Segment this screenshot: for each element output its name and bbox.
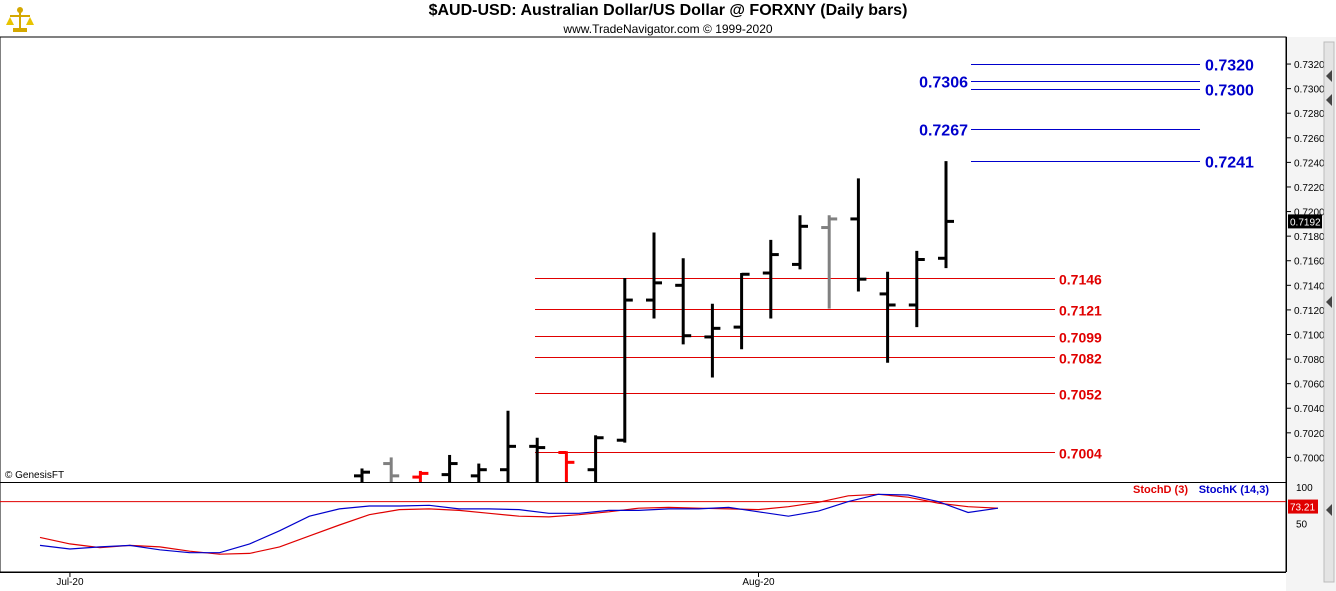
arrow-up-icon: [1326, 296, 1332, 308]
support-label: 0.7052: [1059, 387, 1102, 403]
price-tick-label: 0.7140: [1294, 281, 1325, 292]
ohlc-bar: [616, 277, 633, 443]
resistance-label: 0.7320: [1205, 58, 1254, 75]
ohlc-bar: [733, 272, 750, 350]
x-tick-label: Aug-20: [742, 577, 775, 588]
x-tick-label: Jul-20: [56, 577, 84, 588]
stoch-value-label: 73.21: [1290, 503, 1315, 514]
ohlc-bar: [529, 437, 546, 482]
title-bar: $AUD-USD: Australian Dollar/US Dollar @ …: [0, 0, 1336, 37]
price-tick-label: 0.7100: [1294, 330, 1325, 341]
price-tick-label: 0.7180: [1294, 232, 1325, 243]
stoch-tick-label: 50: [1296, 520, 1308, 531]
price-tick-label: 0.7060: [1294, 380, 1325, 391]
price-tick-label: 0.7080: [1294, 355, 1325, 366]
resistance-label: 0.7241: [1205, 155, 1254, 172]
price-tick-label: 0.7300: [1294, 85, 1325, 96]
arrow-up-icon: [1326, 70, 1332, 82]
ohlc-bar: [354, 468, 370, 482]
stoch-legend: StochD (3): [1133, 484, 1188, 496]
ohlc-bar: [850, 178, 867, 292]
arrow-down-icon: [1326, 94, 1332, 106]
copyright-label: © GenesisFT: [5, 470, 64, 481]
support-label: 0.7082: [1059, 351, 1102, 367]
ohlc-bar: [792, 215, 808, 270]
price-tick-label: 0.7040: [1294, 404, 1325, 415]
price-tick-label: 0.7240: [1294, 158, 1325, 169]
ohlc-bar: [383, 457, 400, 482]
support-label: 0.7121: [1059, 303, 1102, 319]
ohlc-bar: [879, 271, 896, 363]
support-label: 0.7099: [1059, 330, 1102, 346]
ohlc-bar: [558, 450, 575, 482]
price-tick-label: 0.7320: [1294, 60, 1325, 71]
stoch-tick-label: 100: [1296, 483, 1313, 494]
chart-title: $AUD-USD: Australian Dollar/US Dollar @ …: [428, 2, 908, 19]
ohlc-bar: [908, 250, 925, 328]
last-price-label: 0.7192: [1290, 217, 1321, 228]
ohlc-bar: [587, 435, 604, 482]
resistance-label: 0.7306: [919, 75, 968, 92]
vertical-scrollbar: [1323, 41, 1335, 583]
arrow-down-icon: [1326, 504, 1332, 516]
ohlc-bar: [500, 410, 516, 482]
price-tick-label: 0.7120: [1294, 306, 1325, 317]
ohlc-bar: [821, 215, 838, 309]
ohlc-bar: [646, 232, 662, 319]
resistance-label: 0.7267: [919, 123, 968, 140]
support-label: 0.7146: [1059, 272, 1102, 288]
stoch-line: [39, 493, 999, 554]
price-tick-label: 0.7020: [1294, 429, 1325, 440]
stoch-value-box: [1288, 499, 1318, 514]
ohlc-bar: [675, 258, 692, 345]
ohlc-bar: [470, 463, 487, 482]
price-tick-label: 0.7280: [1294, 109, 1325, 120]
ohlc-bar: [938, 161, 954, 269]
ohlc-bar: [441, 454, 458, 482]
last-price-box: [1288, 214, 1322, 229]
chart-subtitle: www.TradeNavigator.com © 1999-2020: [563, 22, 773, 36]
resistance-label: 0.7300: [1205, 83, 1254, 100]
ohlc-bar: [762, 239, 779, 319]
price-tick-label: 0.7260: [1294, 134, 1325, 145]
price-tick-label: 0.7200: [1294, 208, 1325, 219]
price-tick-label: 0.7160: [1294, 257, 1325, 268]
ohlc-bar: [412, 470, 429, 482]
support-label: 0.7004: [1059, 446, 1102, 462]
price-tick-label: 0.7000: [1294, 453, 1325, 464]
ohlc-bar: [704, 303, 721, 378]
price-tick-label: 0.7220: [1294, 183, 1325, 194]
stoch-legend: StochK (14,3): [1199, 484, 1270, 496]
logo-icon: [6, 7, 34, 32]
